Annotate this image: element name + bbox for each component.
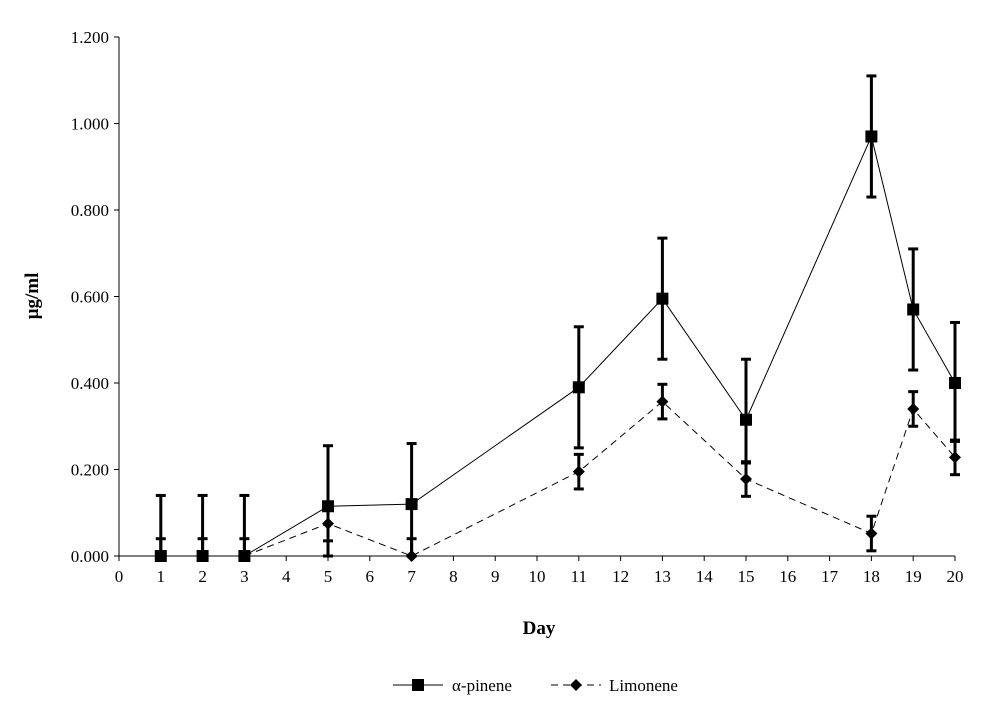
- x-tick-label: 10: [529, 567, 546, 586]
- x-tick-label: 12: [612, 567, 629, 586]
- series-layer: [154, 74, 961, 562]
- legend: α-pinene Limonene: [393, 676, 678, 695]
- y-tick-label: 0.200: [71, 461, 109, 480]
- x-tick-label: 2: [198, 567, 207, 586]
- data-point: [907, 303, 920, 316]
- data-point: [740, 473, 752, 486]
- y-axis-title: µg/ml: [22, 273, 43, 320]
- x-axis-title: Day: [523, 618, 556, 639]
- x-tick-label: 4: [282, 567, 291, 586]
- x-tick-label: 6: [366, 567, 375, 586]
- x-tick-label: 14: [696, 567, 714, 586]
- data-point: [949, 377, 961, 389]
- y-axis-ticks: 0.000 0.200 0.400 0.600 0.800 1.000 1.200: [71, 28, 119, 566]
- series-line: [160, 400, 956, 557]
- legend-item: Limonene: [551, 676, 678, 695]
- data-point: [740, 413, 752, 426]
- x-tick-label: 1: [157, 567, 166, 586]
- x-tick-label: 19: [905, 567, 922, 586]
- y-tick-label: 0.400: [71, 374, 109, 393]
- x-tick-label: 0: [115, 567, 124, 586]
- data-point: [405, 498, 418, 511]
- data-point: [865, 130, 878, 143]
- x-tick-label: 3: [240, 567, 249, 586]
- y-tick-label: 0.600: [71, 288, 109, 307]
- data-point: [865, 527, 878, 540]
- series-1: [154, 74, 961, 562]
- y-tick-label: 0.000: [71, 547, 109, 566]
- x-tick-label: 9: [491, 567, 500, 586]
- x-axis-ticks: 0 1 2 3 4 5 6 7 8 9 10 11 12 13 14 15 16 17 18 19 20: [115, 556, 964, 586]
- legend-item: α-pinene: [393, 676, 512, 695]
- x-tick-label: 18: [863, 567, 880, 586]
- legend-label: α-pinene: [452, 676, 512, 695]
- x-tick-label: 5: [324, 567, 333, 586]
- data-point: [322, 517, 334, 530]
- x-tick-label: 11: [571, 567, 587, 586]
- series-line: [160, 134, 956, 557]
- data-point: [656, 292, 669, 305]
- data-point: [907, 402, 920, 415]
- legend-label: Limonene: [609, 676, 678, 695]
- data-point: [572, 381, 585, 394]
- x-tick-label: 15: [738, 567, 755, 586]
- data-point: [656, 395, 669, 408]
- x-tick-label: 16: [779, 567, 796, 586]
- y-tick-label: 1.200: [71, 28, 109, 47]
- legend-marker: [570, 679, 582, 691]
- x-tick-label: 7: [407, 567, 416, 586]
- legend-marker: [412, 679, 424, 691]
- data-point: [572, 465, 585, 478]
- y-tick-label: 0.800: [71, 201, 109, 220]
- data-point: [949, 451, 961, 464]
- series-2: [154, 382, 961, 562]
- x-tick-label: 13: [654, 567, 671, 586]
- x-tick-label: 20: [947, 567, 964, 586]
- x-tick-label: 17: [821, 567, 839, 586]
- x-tick-label: 8: [449, 567, 458, 586]
- y-tick-label: 1.000: [71, 115, 109, 134]
